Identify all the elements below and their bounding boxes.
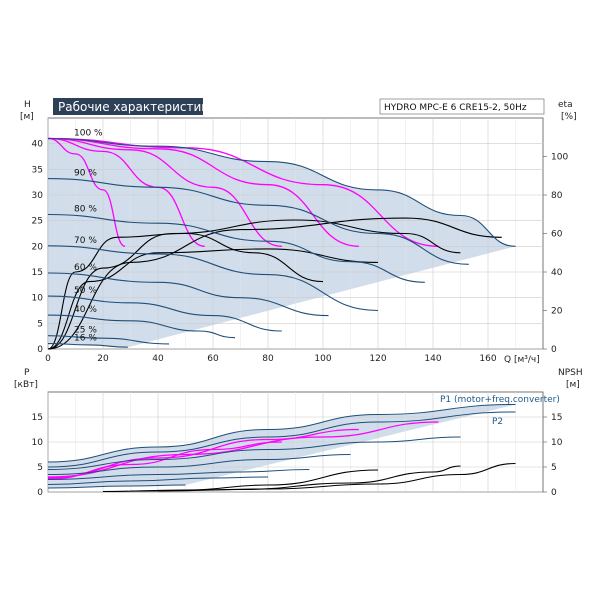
y-tick-label-left: 35: [32, 165, 43, 175]
npsh-tick-label: 0: [551, 488, 557, 498]
npsh-tick-label: 10: [551, 438, 563, 448]
power-npsh-plot: 0 5 10 15 0 5 10 15: [32, 391, 563, 498]
p-tick-label: 10: [32, 438, 44, 448]
bottom-ylabel-left-2: [кВт]: [14, 380, 38, 390]
y-tick-label-left: 30: [32, 191, 44, 201]
y-tick-label-left: 20: [32, 242, 44, 252]
npsh-curve-2: [102, 469, 379, 493]
top-ylabel-left-2: [м]: [20, 112, 34, 122]
speed-label-8: 16 %: [74, 334, 97, 344]
efficiency-curve-2: [47, 217, 502, 350]
x-tick-label: 20: [97, 354, 109, 364]
speed-label-5: 50 %: [74, 286, 97, 296]
npsh-tick-label: 5: [551, 463, 557, 473]
legend-p2: P2: [492, 417, 503, 427]
bottom-ylabel-left-1: P: [24, 368, 30, 378]
system-curve-1: [47, 137, 205, 247]
title-bar: [53, 98, 203, 115]
speed-curve-7: [47, 335, 170, 345]
npsh-tick-label: 15: [551, 413, 562, 423]
model-box: [379, 98, 545, 115]
speed-curve-0: [47, 137, 516, 247]
x-tick-label: 40: [152, 354, 164, 364]
speed-curve-5: [47, 295, 282, 332]
x-tick-label: 140: [424, 354, 441, 364]
efficiency-curve-0: [47, 232, 324, 350]
speed-label-4: 60 %: [74, 263, 97, 273]
speed-label-1: 90 %: [74, 169, 97, 179]
x-tick-label: 60: [207, 354, 219, 364]
power-curve-6: [47, 484, 186, 489]
p-tick-label: 15: [32, 413, 43, 423]
power-curve-4: [47, 469, 310, 480]
power-curve-2: [47, 436, 461, 470]
system-curve-4: [47, 137, 439, 247]
x-tick-label: 160: [479, 354, 496, 364]
y-tick-label-left: 5: [37, 319, 43, 329]
p-tick-label: 0: [37, 488, 43, 498]
power-curve-0: [47, 404, 516, 463]
y-tick-label-right: 60: [551, 230, 563, 240]
bottom-ylabel-right-1: NPSH: [558, 368, 583, 378]
top-ylabel-left-1: H: [24, 100, 31, 110]
y-tick-label-right: 40: [551, 268, 563, 278]
x-tick-label: 120: [369, 354, 386, 364]
speed-label-3: 70 %: [74, 236, 97, 246]
speed-label-6: 40 %: [74, 305, 97, 315]
speed-label-0: 100 %: [74, 129, 103, 139]
speed-curve-6: [47, 314, 236, 339]
power-curve-1: [47, 411, 516, 468]
system-curve-3: [47, 137, 359, 247]
power-curve-3: [47, 454, 351, 475]
efficiency-curve-1: [47, 219, 461, 350]
speed-curve-8: [47, 343, 128, 348]
model-label: HYDRO MPC-E 6 CRE15-2, 50Hz: [384, 103, 527, 113]
y-tick-label-left: 40: [32, 140, 44, 150]
x-tick-label: 80: [262, 354, 274, 364]
operating-envelope: [48, 138, 516, 348]
x-tick-label: 100: [314, 354, 331, 364]
y-tick-label-right: 80: [551, 191, 563, 201]
y-tick-label-left: 15: [32, 268, 43, 278]
top-ylabel-right-1: eta: [558, 100, 573, 110]
y-tick-label-right: 100: [551, 153, 568, 163]
speed-curve-1: [47, 178, 469, 265]
chart-title: Рабочие характеристики: [58, 100, 216, 114]
speed-curve-4: [47, 272, 329, 317]
bottom-ylabel-right-2: [м]: [566, 380, 580, 390]
power-system-curve-0: [47, 421, 439, 478]
speed-curve-3: [47, 245, 379, 312]
top-xlabel: Q [м³/ч]: [504, 355, 540, 365]
power-curve-5: [47, 476, 269, 485]
y-tick-label-left: 10: [32, 294, 44, 304]
y-tick-label-right: 0: [551, 345, 557, 355]
top-ylabel-right-2: [%]: [561, 112, 577, 122]
speed-label-7: 25 %: [74, 326, 97, 336]
speed-label-2: 80 %: [74, 205, 97, 215]
p-tick-label: 5: [37, 463, 43, 473]
y-tick-label-left: 25: [32, 217, 43, 227]
system-curve-0: [47, 137, 126, 247]
y-tick-label-right: 20: [551, 307, 563, 317]
head-efficiency-plot: 0 20 40 60 80 100 120 140 160 0 5 10 15 20 25 30 35 40 0 20…: [32, 117, 568, 364]
speed-curve-2: [47, 213, 425, 283]
x-tick-label: 0: [45, 354, 51, 364]
y-tick-label-left: 0: [37, 345, 43, 355]
system-curve-2: [47, 137, 282, 247]
legend-p1: P1 (motor+freq.converter): [440, 395, 560, 405]
